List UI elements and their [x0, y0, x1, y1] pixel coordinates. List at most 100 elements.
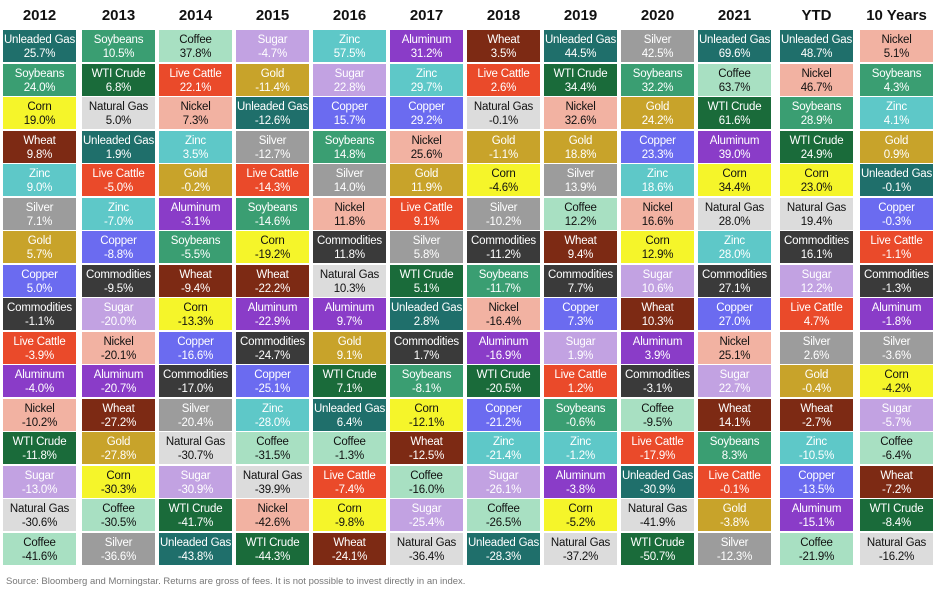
commodity-label: Unleaded Gas [236, 101, 309, 113]
commodity-label: Sugar [565, 335, 596, 348]
commodity-label: Copper [254, 369, 291, 381]
return-value: -28.0% [254, 416, 291, 429]
return-cell: Corn -5.2% [544, 499, 617, 531]
return-cell: Aluminum -22.9% [236, 298, 309, 330]
return-value: -0.1% [488, 115, 519, 127]
return-cell: Coffee -30.5% [82, 499, 155, 531]
return-value: 57.5% [333, 48, 366, 60]
return-value: -10.5% [798, 450, 835, 462]
return-cell: Unleaded Gas -28.3% [467, 532, 540, 565]
commodity-label: Nickel [881, 34, 912, 46]
return-cell: Natural Gas 5.0% [82, 97, 155, 129]
return-value: 24.9% [800, 148, 833, 161]
commodity-label: Natural Gas [866, 536, 927, 549]
commodity-label: Nickel [642, 201, 673, 214]
return-cell: Coffee 37.8% [159, 30, 232, 62]
return-value: -27.2% [100, 416, 137, 429]
commodity-label: Sugar [103, 302, 134, 314]
return-value: 22.1% [179, 81, 212, 94]
return-cell: Commodities -1.3% [860, 264, 933, 297]
commodity-label: Soybeans [478, 268, 529, 281]
return-value: 24.0% [23, 81, 56, 94]
commodity-label: Nickel [103, 335, 134, 348]
commodity-label: Wheat [23, 134, 56, 147]
return-value: -3.9% [24, 349, 55, 362]
return-value: 23.3% [641, 148, 674, 161]
return-value: -9.8% [334, 517, 365, 529]
return-value: -21.9% [798, 550, 835, 563]
return-value: 10.3% [333, 282, 366, 295]
commodity-label: Corn [183, 302, 208, 314]
commodity-label: Aluminum [14, 369, 65, 381]
return-value: -31.5% [254, 450, 291, 462]
source-note: Source: Bloomberg and Morningstar. Retur… [6, 576, 466, 587]
return-value: 28.0% [718, 215, 751, 228]
return-cell: Sugar -5.7% [860, 398, 933, 431]
commodity-label: Unleaded Gas [390, 302, 463, 314]
return-value: 24.2% [641, 115, 674, 127]
return-value: 10.3% [641, 316, 674, 328]
return-value: -16.6% [177, 349, 214, 362]
return-cell: Silver -10.2% [467, 197, 540, 230]
commodity-label: Corn [337, 503, 362, 515]
return-cell: Wheat -9.4% [159, 264, 232, 297]
return-value: -9.5% [642, 416, 673, 429]
commodity-label: Sugar [24, 469, 55, 482]
return-value: 27.0% [718, 316, 751, 328]
return-cell: Gold 9.1% [313, 331, 386, 364]
return-value: 14.1% [718, 416, 751, 429]
commodity-label: Aluminum [93, 369, 144, 381]
commodity-label: Silver [566, 168, 595, 180]
return-value: -30.9% [639, 483, 676, 496]
return-value: -20.1% [100, 349, 137, 362]
return-cell: Coffee 12.2% [544, 197, 617, 230]
commodity-label: Nickel [24, 402, 55, 415]
return-value: 10.5% [102, 48, 135, 60]
return-cell: Zinc -21.4% [467, 432, 540, 464]
return-cell: Wheat -24.1% [313, 532, 386, 565]
return-cell: Natural Gas -30.6% [3, 499, 76, 531]
return-cell: Copper -16.6% [159, 331, 232, 364]
return-cell: Live Cattle 4.7% [780, 298, 853, 330]
return-cell: Zinc -1.2% [544, 432, 617, 464]
return-value: -8.8% [103, 249, 134, 261]
commodity-label: Gold [804, 369, 829, 381]
return-cell: Wheat 9.4% [544, 231, 617, 263]
commodity-label: Live Cattle [246, 168, 299, 180]
commodity-label: Unleaded Gas [3, 34, 76, 46]
column-header: 2016 [332, 7, 367, 24]
return-value: -12.5% [408, 450, 445, 462]
commodity-label: Live Cattle [400, 201, 453, 214]
column-header: 2018 [486, 7, 521, 24]
return-value: -26.1% [485, 483, 522, 496]
commodity-label: Corn [414, 402, 439, 415]
commodity-label: Soybeans [93, 34, 144, 46]
return-value: -16.4% [485, 316, 522, 328]
return-cell: Gold -0.2% [159, 164, 232, 196]
return-cell: Silver 7.1% [3, 197, 76, 230]
return-value: 3.5% [182, 148, 209, 161]
return-cell: Aluminum -15.1% [780, 499, 853, 531]
commodity-label: Commodities [163, 369, 228, 381]
commodity-label: Gold [337, 335, 362, 348]
return-value: -5.7% [881, 416, 912, 429]
return-cell: Natural Gas -30.7% [159, 432, 232, 464]
return-cell: Aluminum -20.7% [82, 365, 155, 397]
column-header: 2021 [717, 7, 752, 24]
column-header: 2013 [101, 7, 136, 24]
commodity-label: Aluminum [791, 503, 842, 515]
return-cell: Soybeans -8.1% [390, 365, 463, 397]
return-value: -1.3% [334, 450, 365, 462]
commodity-label: Coffee [880, 436, 913, 448]
return-value: -12.3% [716, 550, 753, 563]
return-value: 39.0% [718, 148, 751, 161]
return-cell: Gold 18.8% [544, 130, 617, 163]
commodity-label: Aluminum [324, 302, 375, 314]
return-value: -37.2% [562, 550, 599, 563]
return-value: -1.1% [488, 148, 519, 161]
commodity-label: Natural Gas [242, 469, 303, 482]
return-value: 9.4% [567, 249, 594, 261]
return-value: -5.0% [103, 182, 134, 194]
return-value: -30.5% [100, 517, 137, 529]
return-value: 31.2% [410, 48, 443, 60]
